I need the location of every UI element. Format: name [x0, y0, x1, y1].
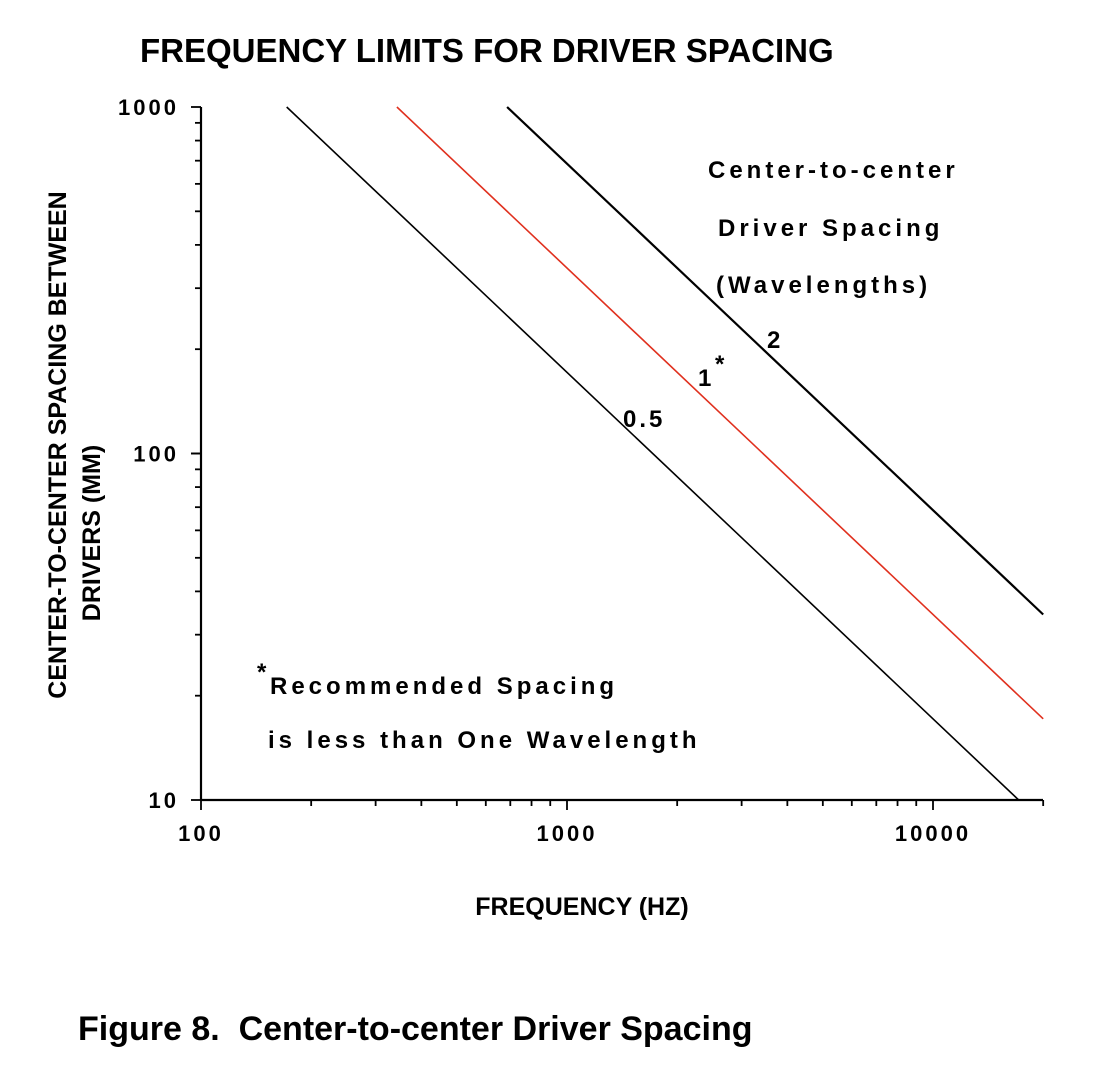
series-line-0.5 — [286, 106, 1020, 801]
y-axis-ticks — [191, 106, 201, 801]
series-label-0.5: 0.5 — [623, 406, 665, 433]
y-axis-title: CENTER-TO-CENTER SPACING BETWEEN DRIVERS… — [44, 191, 106, 698]
x-tick-label: 100 — [178, 821, 224, 846]
x-axis-title: FREQUENCY (HZ) — [475, 893, 688, 921]
series-line-2 — [506, 106, 1044, 616]
note-asterisk: * — [257, 659, 270, 686]
y-axis-title-line-1: CENTER-TO-CENTER SPACING BETWEEN — [44, 191, 72, 698]
series-label-1: 1 — [698, 365, 714, 392]
note-line-1: Recommended Spacing — [270, 673, 618, 700]
chart-title: FREQUENCY LIMITS FOR DRIVER SPACING — [140, 32, 834, 69]
series-lines — [286, 106, 1044, 801]
y-axis-title-line-2: DRIVERS (MM) — [78, 445, 106, 621]
x-axis-tick-labels: 100 1000 10000 — [178, 821, 971, 846]
series-line-1 — [396, 106, 1044, 720]
y-tick-label: 10 — [149, 788, 179, 813]
series-label-2: 2 — [767, 327, 783, 354]
y-axis-tick-labels: 10 100 1000 — [118, 95, 179, 813]
legend-title: Center-to-center Driver Spacing (Wavelen… — [708, 157, 959, 299]
legend-title-line-2: Driver Spacing — [718, 215, 943, 242]
recommended-spacing-note: * Recommended Spacing is less than One W… — [257, 659, 701, 754]
legend-title-line-1: Center-to-center — [708, 157, 959, 184]
legend-title-line-3: (Wavelengths) — [716, 272, 931, 299]
note-line-2: is less than One Wavelength — [268, 727, 701, 754]
x-tick-label: 10000 — [895, 821, 971, 846]
y-tick-label: 100 — [133, 442, 179, 467]
y-tick-label: 1000 — [118, 95, 179, 120]
figure-caption: Figure 8. Center-to-center Driver Spacin… — [78, 1010, 753, 1048]
x-axis-ticks — [200, 800, 1045, 810]
series-label-1-marker: * — [715, 351, 727, 378]
x-tick-label: 1000 — [537, 821, 598, 846]
